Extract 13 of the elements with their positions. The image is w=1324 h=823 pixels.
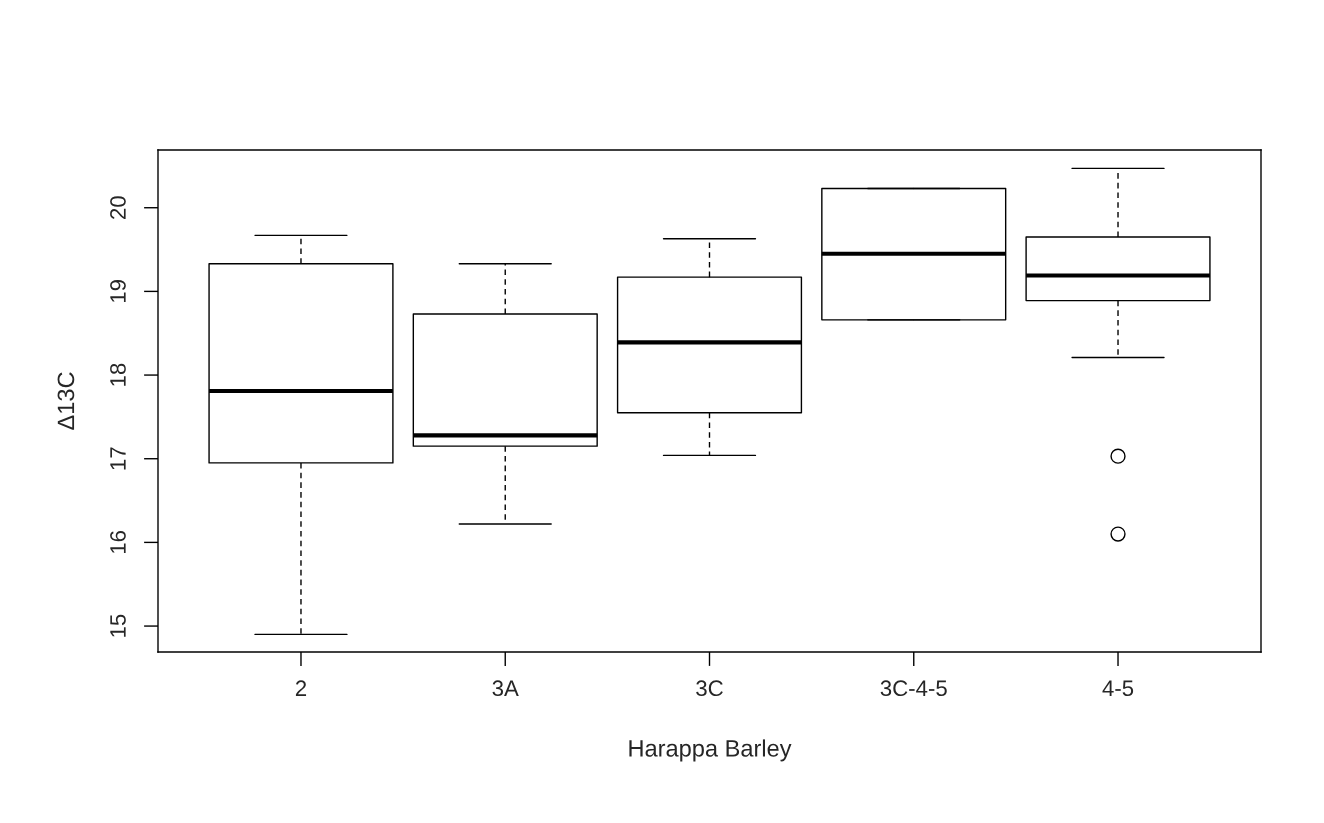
x-axis-title: Harappa Barley bbox=[629, 739, 792, 762]
y-axis-title: Δ13C bbox=[57, 372, 75, 430]
x-tick-label: 3C-4-5 bbox=[880, 680, 947, 697]
y-tick-label: 20 bbox=[110, 196, 126, 219]
x-tick-label: 3A bbox=[492, 680, 519, 697]
x-tick-label: 4-5 bbox=[1102, 680, 1134, 697]
y-tick-label: 15 bbox=[110, 614, 126, 637]
y-tick-label: 17 bbox=[110, 447, 126, 470]
y-tick-label: 16 bbox=[110, 531, 126, 554]
x-tick-label: 2 bbox=[295, 680, 307, 696]
x-tick-label: 3C bbox=[696, 680, 723, 697]
y-tick-label: 19 bbox=[110, 280, 126, 303]
y-tick-label: 18 bbox=[110, 363, 126, 386]
